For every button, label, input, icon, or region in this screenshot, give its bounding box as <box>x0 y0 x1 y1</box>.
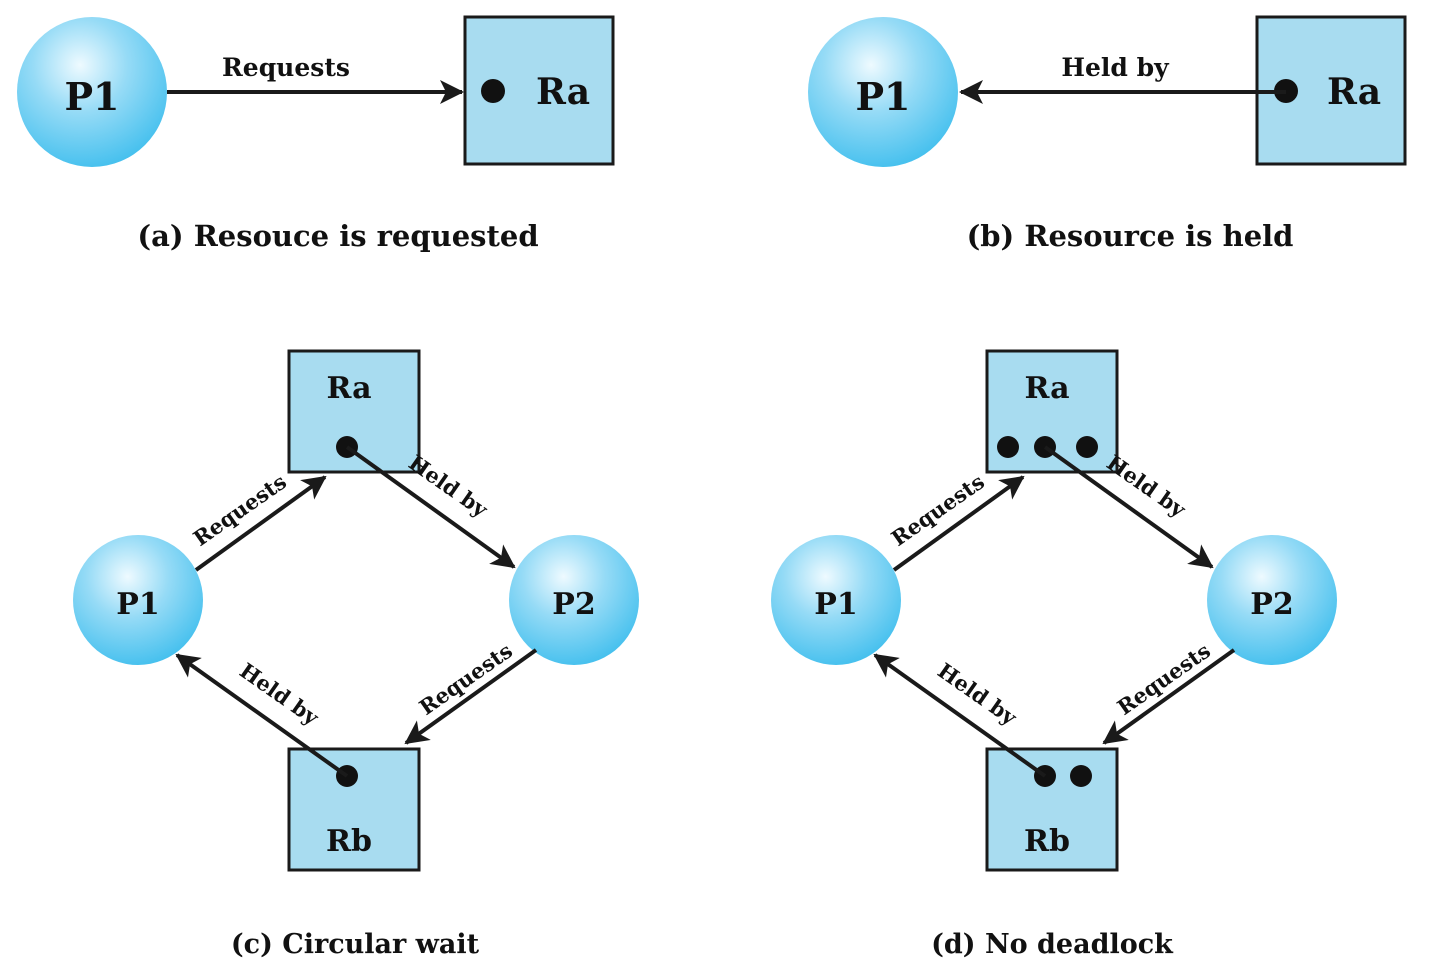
edge-label-held-by: Held by <box>1061 53 1170 82</box>
process-node-p1 <box>73 535 203 665</box>
resource-instance-dot <box>481 79 505 103</box>
edge-rb-held-by-p1 <box>873 653 1047 778</box>
resource-label-ra: Ra <box>326 371 371 406</box>
resource-label-ra: Ra <box>1327 71 1381 113</box>
process-node-p2 <box>1207 535 1337 665</box>
caption-b: (b) Resource is held <box>967 219 1294 253</box>
resource-label-ra: Ra <box>536 71 590 113</box>
process-label-p1: P1 <box>814 587 857 622</box>
resource-instance-dot <box>997 436 1019 458</box>
edge-label-requests: Requests <box>222 53 350 82</box>
resource-label-rb: Rb <box>1024 824 1070 859</box>
resource-instance-dot <box>1076 436 1098 458</box>
edge-ra-held-by-p2 <box>345 445 516 569</box>
process-node-p2 <box>509 535 639 665</box>
edge-label-held-by: Held by <box>404 450 493 523</box>
panel-b: P1 Ra Held by (b) Resource is held <box>808 15 1407 253</box>
process-label-p1: P1 <box>64 74 119 119</box>
resource-label-rb: Rb <box>326 824 372 859</box>
resource-instance-dot <box>1070 765 1092 787</box>
process-node-p1 <box>771 535 901 665</box>
process-label-p2: P2 <box>552 587 595 622</box>
edge-label-held-by: Held by <box>235 658 324 731</box>
edge-label-held-by: Held by <box>933 658 1022 731</box>
resource-label-ra: Ra <box>1024 371 1069 406</box>
edge-p1-requests-ra <box>194 475 327 572</box>
panel-a: P1 Ra Requests (a) Resouce is requested <box>17 15 615 253</box>
panel-c: Ra Rb P1 P2 Requests Held by Requests He… <box>73 349 639 960</box>
process-label-p1: P1 <box>855 74 910 119</box>
process-label-p2: P2 <box>1250 587 1293 622</box>
panel-d: Ra Rb P1 P2 Requests Held by Requests He… <box>771 349 1337 960</box>
process-node-p1 <box>808 17 958 167</box>
caption-d: (d) No deadlock <box>931 929 1174 960</box>
caption-a: (a) Resouce is requested <box>137 219 538 253</box>
edge-label-held-by: Held by <box>1102 450 1191 523</box>
edge-label-requests: Requests <box>415 638 517 720</box>
caption-c: (c) Circular wait <box>231 929 480 960</box>
edge-p2-requests-rb <box>404 648 538 745</box>
edge-label-requests: Requests <box>1113 638 1215 720</box>
edge-p2-requests-rb <box>1102 648 1236 745</box>
edge-ra-held-by-p2 <box>1043 445 1214 569</box>
edge-p1-requests-ra <box>892 475 1025 572</box>
edge-rb-held-by-p1 <box>175 653 349 778</box>
process-node-p1 <box>17 17 167 167</box>
process-label-p1: P1 <box>116 587 159 622</box>
